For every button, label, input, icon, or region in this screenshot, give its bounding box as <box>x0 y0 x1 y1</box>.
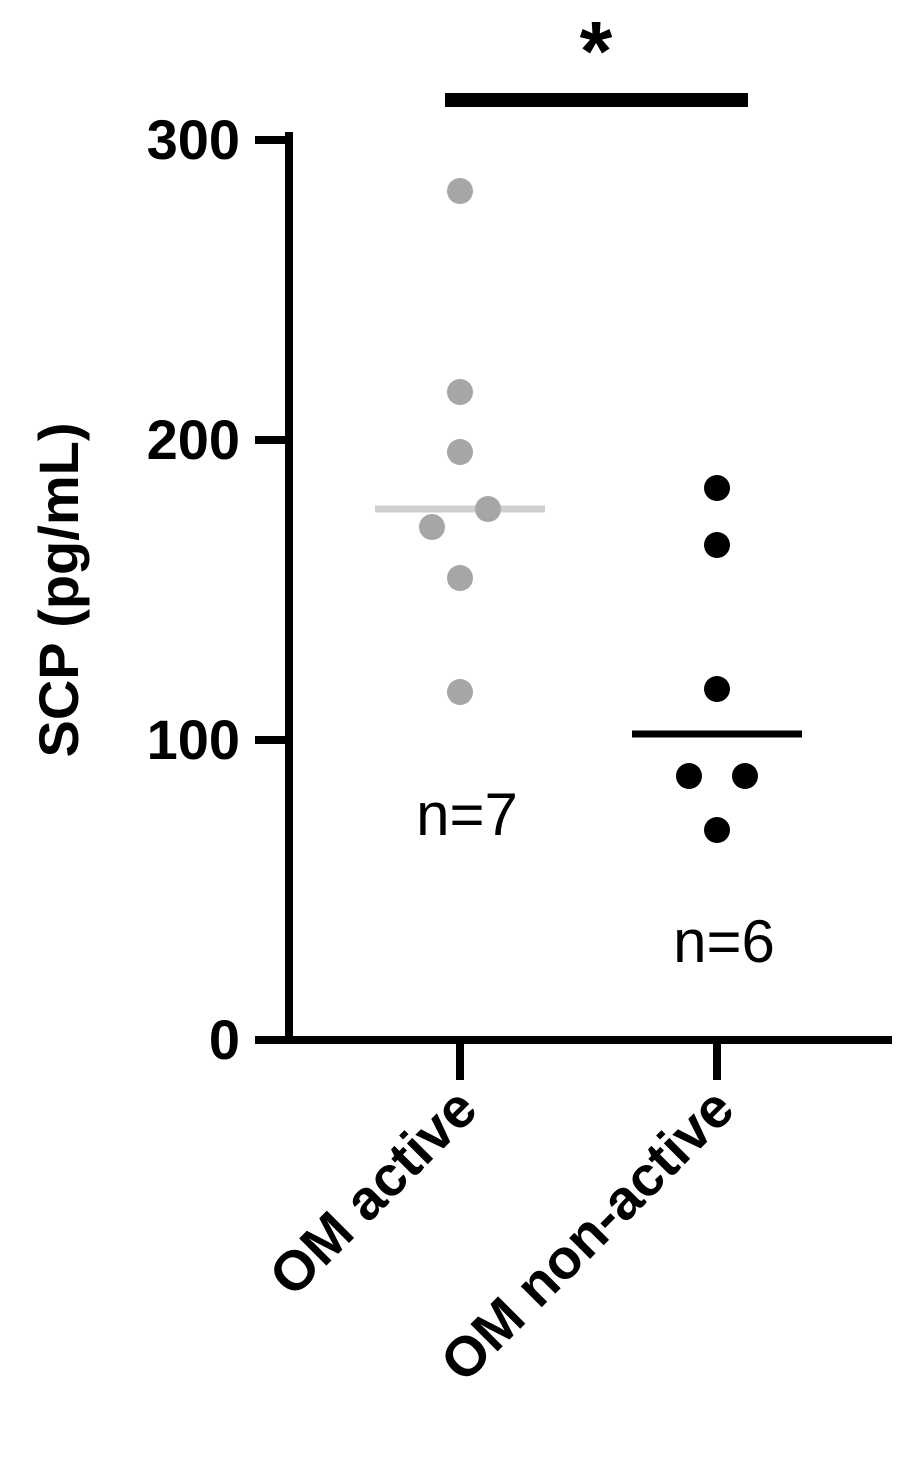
data-marks: n=7 n=6 <box>375 178 802 975</box>
data-point <box>447 178 473 204</box>
n-label: n=7 <box>416 781 518 848</box>
significance-star: * <box>580 4 613 98</box>
data-point <box>704 475 730 501</box>
data-point <box>732 763 758 789</box>
n-label: n=6 <box>673 908 775 975</box>
y-axis-label: SCP (pg/mL) <box>27 423 90 758</box>
data-point <box>447 439 473 465</box>
data-point <box>419 514 445 540</box>
data-point <box>475 496 501 522</box>
y-tick-label: 100 <box>147 708 240 771</box>
data-point <box>676 763 702 789</box>
y-tick-label: 300 <box>147 108 240 171</box>
y-ticks: 0 100 200 300 <box>147 108 293 1071</box>
data-point <box>447 565 473 591</box>
data-point <box>447 379 473 405</box>
data-point <box>704 817 730 843</box>
y-tick-label: 0 <box>209 1008 240 1071</box>
data-point <box>704 532 730 558</box>
y-tick-label: 200 <box>147 408 240 471</box>
significance-annotation: * <box>445 4 748 107</box>
data-point <box>704 676 730 702</box>
data-point <box>447 679 473 705</box>
x-tick-label: OM active <box>257 1076 489 1308</box>
